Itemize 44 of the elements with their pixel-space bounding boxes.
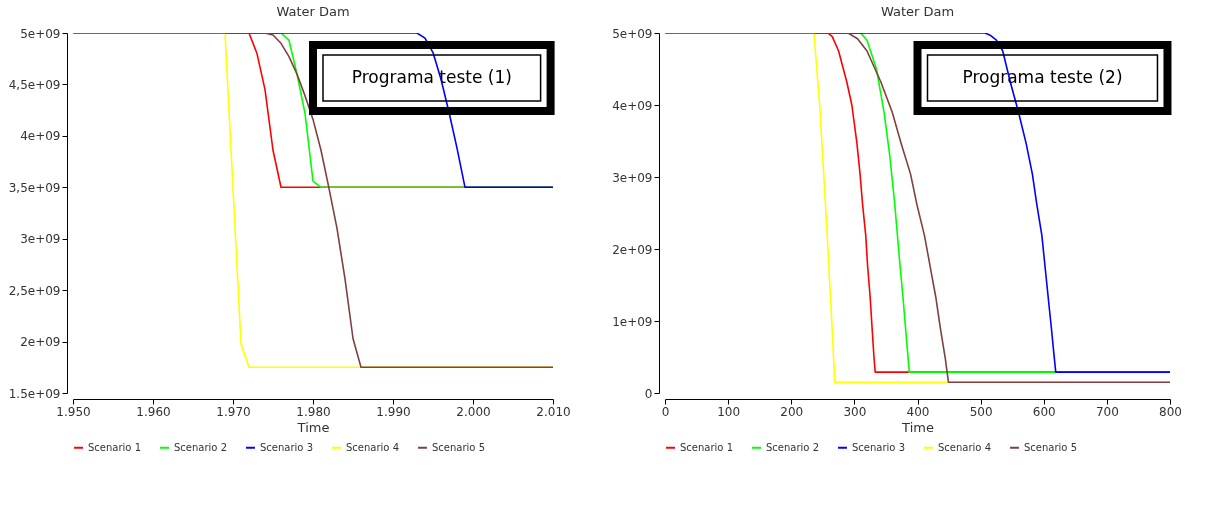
- legend-label: Scenario 2: [766, 441, 820, 453]
- x-tick-label: 100: [717, 404, 741, 419]
- y-tick-label: 1e+09: [612, 314, 653, 329]
- legend-label: Scenario 3: [852, 441, 906, 453]
- y-tick-label: 3e+09: [612, 170, 653, 185]
- x-tick-label: 2.010: [536, 404, 571, 419]
- chart-title: Water Dam: [276, 4, 350, 19]
- y-tick-label: 3e+09: [20, 232, 61, 247]
- legend-label: Scenario 1: [88, 441, 142, 453]
- x-tick-label: 1.950: [56, 404, 91, 419]
- legend-label: Scenario 4: [346, 441, 400, 453]
- x-axis-title: Time: [296, 419, 330, 435]
- x-tick-label: 2.000: [456, 404, 491, 419]
- y-tick-label: 4,5e+09: [8, 77, 61, 92]
- y-tick-label: 1.5e+09: [8, 386, 61, 401]
- x-axis-title: Time: [901, 419, 934, 435]
- x-tick-label: 1.990: [376, 404, 411, 419]
- y-tick-label: 5e+09: [612, 26, 653, 41]
- y-tick-label: 4e+09: [612, 98, 653, 113]
- x-tick-label: 600: [1032, 404, 1056, 419]
- x-tick-label: 400: [906, 404, 930, 419]
- y-tick-label: 2e+09: [20, 335, 61, 350]
- legend-label: Scenario 3: [260, 441, 314, 453]
- x-tick-label: 0: [661, 404, 670, 419]
- x-tick-label: 1.970: [216, 404, 251, 419]
- legend-label: Scenario 5: [432, 441, 486, 453]
- legend-label: Scenario 4: [938, 441, 992, 453]
- x-tick-label: 300: [843, 404, 867, 419]
- legend-label: Scenario 2: [174, 441, 228, 453]
- x-tick-label: 500: [969, 404, 993, 419]
- x-tick-label: 700: [1095, 404, 1119, 419]
- y-tick-label: 2e+09: [612, 242, 653, 257]
- y-tick-label: 4e+09: [20, 129, 61, 144]
- y-tick-label: 2,5e+09: [8, 283, 61, 298]
- chart-title: Water Dam: [880, 4, 955, 19]
- legend-label: Scenario 5: [1024, 441, 1078, 453]
- y-tick-label: 3,5e+09: [8, 180, 61, 195]
- x-tick-label: 1.960: [136, 404, 171, 419]
- legend-label: Scenario 1: [680, 441, 734, 453]
- x-tick-label: 200: [780, 404, 804, 419]
- y-tick-label: 5e+09: [20, 26, 61, 41]
- x-tick-label: 800: [1159, 404, 1182, 419]
- y-tick-label: 0: [644, 386, 653, 401]
- x-tick-label: 1.980: [296, 404, 331, 419]
